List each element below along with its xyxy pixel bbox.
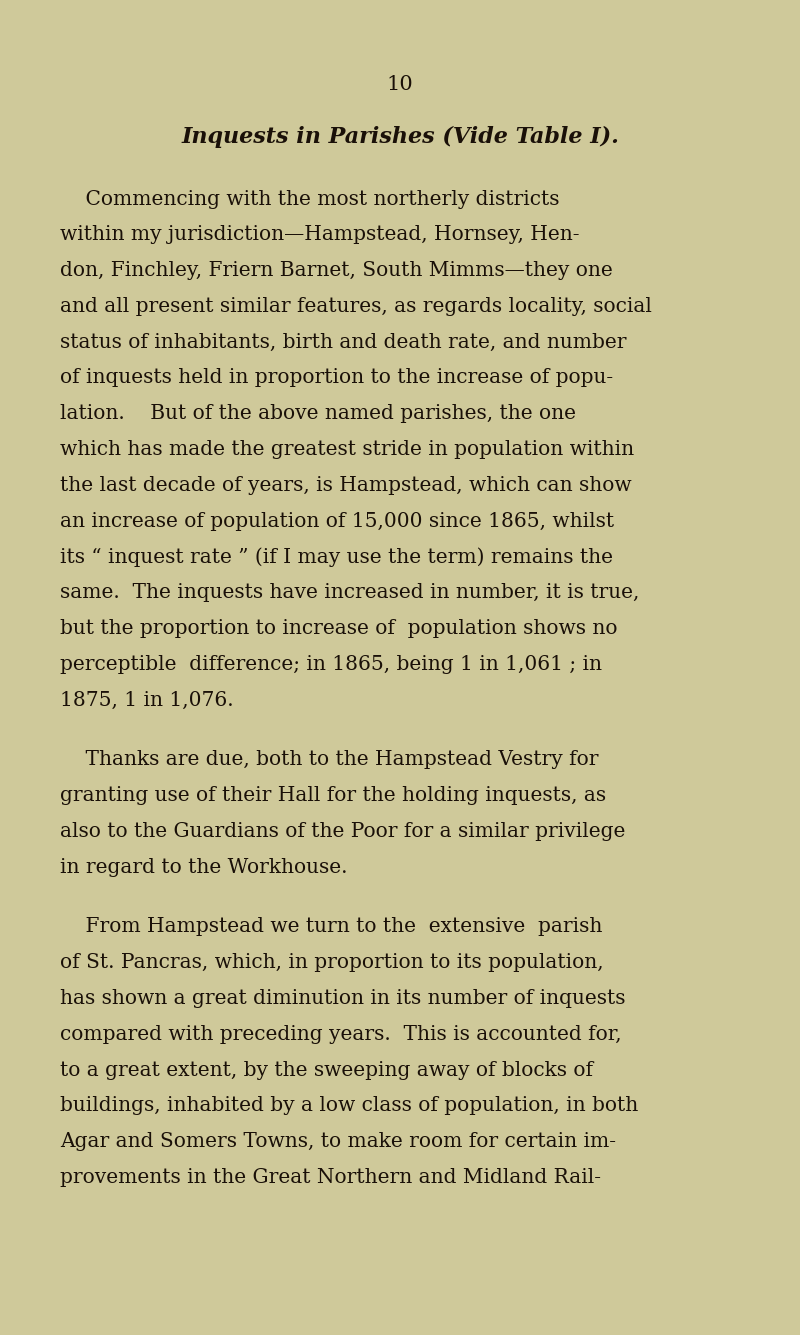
Text: 1875, 1 in 1,076.: 1875, 1 in 1,076. [60, 690, 234, 709]
Text: Thanks are due, both to the Hampstead Vestry for: Thanks are due, both to the Hampstead Ve… [60, 750, 598, 769]
Text: perceptible  difference; in 1865, being 1 in 1,061 ; in: perceptible difference; in 1865, being 1… [60, 654, 602, 674]
Text: which has made the greatest stride in population within: which has made the greatest stride in po… [60, 441, 634, 459]
Text: of St. Pancras, which, in proportion to its population,: of St. Pancras, which, in proportion to … [60, 953, 604, 972]
Text: and all present similar features, as regards locality, social: and all present similar features, as reg… [60, 296, 652, 316]
Text: but the proportion to increase of  population shows no: but the proportion to increase of popula… [60, 619, 618, 638]
Text: its “ inquest rate ” (if I may use the term) remains the: its “ inquest rate ” (if I may use the t… [60, 547, 613, 567]
Text: buildings, inhabited by a low class of population, in both: buildings, inhabited by a low class of p… [60, 1096, 638, 1115]
Text: 10: 10 [386, 75, 414, 93]
Text: Commencing with the most northerly districts: Commencing with the most northerly distr… [60, 190, 559, 208]
Text: granting use of their Hall for the holding inquests, as: granting use of their Hall for the holdi… [60, 786, 606, 805]
Text: provements in the Great Northern and Midland Rail-: provements in the Great Northern and Mid… [60, 1168, 601, 1187]
Text: in regard to the Workhouse.: in regard to the Workhouse. [60, 857, 347, 877]
Text: the last decade of years, is Hampstead, which can show: the last decade of years, is Hampstead, … [60, 475, 632, 495]
Text: to a great extent, by the sweeping away of blocks of: to a great extent, by the sweeping away … [60, 1060, 593, 1080]
Text: also to the Guardians of the Poor for a similar privilege: also to the Guardians of the Poor for a … [60, 822, 626, 841]
Text: Agar and Somers Towns, to make room for certain im-: Agar and Somers Towns, to make room for … [60, 1132, 616, 1151]
Text: don, Finchley, Friern Barnet, South Mimms—they one: don, Finchley, Friern Barnet, South Mimm… [60, 262, 613, 280]
Text: status of inhabitants, birth and death rate, and number: status of inhabitants, birth and death r… [60, 332, 626, 351]
Text: compared with preceding years.  This is accounted for,: compared with preceding years. This is a… [60, 1025, 622, 1044]
Text: lation.    But of the above named parishes, the one: lation. But of the above named parishes,… [60, 405, 576, 423]
Text: Inquests in Parishes (Vide Table I).: Inquests in Parishes (Vide Table I). [181, 125, 619, 148]
Text: within my jurisdiction—Hampstead, Hornsey, Hen-: within my jurisdiction—Hampstead, Hornse… [60, 226, 579, 244]
Text: an increase of population of 15,000 since 1865, whilst: an increase of population of 15,000 sinc… [60, 511, 614, 530]
Text: of inquests held in proportion to the increase of popu-: of inquests held in proportion to the in… [60, 368, 613, 387]
Text: same.  The inquests have increased in number, it is true,: same. The inquests have increased in num… [60, 583, 639, 602]
Text: has shown a great diminution in its number of inquests: has shown a great diminution in its numb… [60, 989, 626, 1008]
Text: From Hampstead we turn to the  extensive  parish: From Hampstead we turn to the extensive … [60, 917, 602, 936]
